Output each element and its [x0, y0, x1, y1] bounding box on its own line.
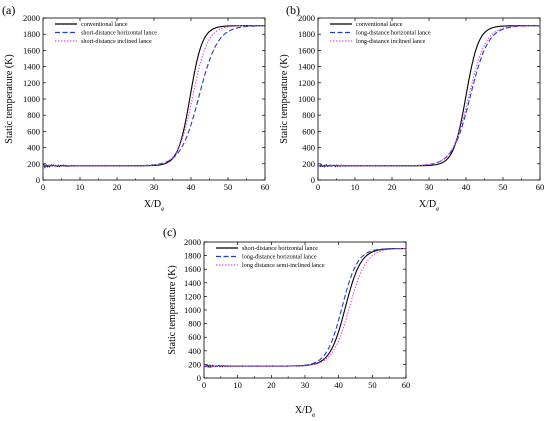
- x-tick-label: 40: [334, 380, 343, 390]
- y-tick-label: 0: [197, 373, 201, 383]
- x-tick-label: 60: [536, 182, 545, 192]
- y-tick-label: 1800: [184, 251, 201, 261]
- x-tick-label: 20: [388, 182, 397, 192]
- x-tick-label: 0: [41, 182, 45, 192]
- legend-label: conventional lance: [356, 21, 403, 28]
- legend: conventional lance long-distance horizont…: [330, 21, 431, 45]
- chart-panel-b: (b)0 10 20 30 40 50 60020040060080010001200140…: [279, 3, 544, 213]
- y-tick-label: 0: [36, 175, 40, 185]
- y-axis-title: Static temperature (K): [279, 54, 290, 143]
- y-tick-label: 400: [27, 143, 40, 153]
- legend-label: long-distance horizontal lance: [242, 254, 317, 261]
- x-tick-label: 30: [150, 182, 159, 192]
- x-tick-label: 50: [368, 380, 377, 390]
- series-line-3: [204, 248, 406, 368]
- y-tick-label: 1000: [184, 305, 201, 315]
- x-axis-title-subscript: e: [436, 205, 439, 213]
- legend-label: short-distance horizontal lance: [81, 30, 157, 37]
- x-tick-label: 20: [113, 182, 122, 192]
- x-tick-label: 10: [351, 182, 360, 192]
- x-tick-label: 50: [499, 182, 508, 192]
- legend: conventional lance short-distance horizon…: [55, 21, 157, 45]
- series-line-2: [318, 25, 540, 168]
- y-tick-label: 1800: [23, 29, 40, 39]
- x-tick-label: 30: [425, 182, 434, 192]
- y-tick-label: 400: [188, 346, 201, 356]
- y-tick-label: 1600: [298, 45, 315, 55]
- x-tick-label: 60: [402, 380, 411, 390]
- series-line-1: [43, 25, 265, 169]
- panel-label: (b): [286, 3, 300, 17]
- x-tick-label: 10: [76, 182, 85, 192]
- y-tick-label: 1600: [23, 45, 40, 55]
- y-tick-label: 1200: [23, 78, 40, 88]
- y-axis-title: Static temperature (K): [4, 54, 15, 143]
- x-tick-label: 40: [462, 182, 471, 192]
- series-line-1: [318, 25, 540, 168]
- y-tick-label: 1600: [184, 264, 201, 274]
- chart-panel-c: (c)0 10 20 30 40 50 60020040060080010001200140…: [163, 225, 410, 419]
- y-tick-label: 600: [188, 332, 201, 342]
- x-tick-label: 30: [301, 380, 310, 390]
- y-tick-label: 200: [188, 359, 201, 369]
- y-tick-label: 1400: [184, 278, 201, 288]
- series-line-3: [43, 25, 265, 168]
- y-tick-label: 1400: [298, 62, 315, 72]
- legend-label: long-distance horizontal lance: [356, 30, 431, 37]
- y-tick-label: 1000: [23, 94, 40, 104]
- x-tick-label: 10: [233, 380, 242, 390]
- plot-frame: [317, 17, 541, 181]
- legend-label: short-distance horizontal lance: [242, 245, 318, 252]
- y-tick-label: 800: [302, 110, 315, 120]
- y-tick-label: 1800: [298, 29, 315, 39]
- x-tick-label: 0: [202, 380, 206, 390]
- x-tick-label: 20: [267, 380, 276, 390]
- x-axis-title: X/De: [419, 199, 439, 213]
- x-axis-title-subscript: e: [312, 411, 315, 419]
- x-tick-label: 60: [261, 182, 270, 192]
- y-tick-label: 800: [188, 319, 201, 329]
- series-line-3: [318, 25, 540, 168]
- x-tick-label: 40: [187, 182, 196, 192]
- plot-frame: [42, 17, 266, 181]
- x-axis-title: X/De: [295, 405, 315, 419]
- legend-label: short-distance inclined lance: [81, 38, 152, 45]
- legend: short-distance horizontal lance long-dist…: [216, 245, 325, 269]
- y-tick-label: 1200: [184, 291, 201, 301]
- x-axis-title-subscript: e: [161, 205, 164, 213]
- x-axis-title: X/De: [144, 199, 164, 213]
- legend-label: long-distance inclined lance: [356, 38, 426, 45]
- legend-label: long distance semi-inclined lance: [242, 262, 325, 269]
- legend-label: conventional lance: [81, 21, 128, 28]
- y-tick-label: 400: [302, 143, 315, 153]
- x-tick-label: 0: [316, 182, 320, 192]
- y-tick-label: 1200: [298, 78, 315, 88]
- panel-label: (c): [163, 225, 176, 239]
- chart-panel-a: (a)0 10 20 30 40 50 60020040060080010001200140…: [2, 3, 269, 213]
- y-tick-label: 0: [311, 175, 315, 185]
- panel-label: (a): [2, 3, 15, 17]
- y-tick-label: 600: [27, 126, 40, 136]
- y-tick-label: 1400: [23, 62, 40, 72]
- y-tick-label: 2000: [298, 13, 315, 23]
- x-tick-label: 50: [224, 182, 233, 192]
- y-tick-label: 600: [302, 126, 315, 136]
- y-tick-label: 2000: [23, 13, 40, 23]
- y-tick-label: 200: [27, 159, 40, 169]
- y-tick-label: 200: [302, 159, 315, 169]
- y-tick-label: 2000: [184, 237, 201, 247]
- y-tick-label: 800: [27, 110, 40, 120]
- series-line-2: [43, 25, 265, 168]
- y-tick-label: 1000: [298, 94, 315, 104]
- y-axis-title: Static temperature (K): [167, 265, 178, 354]
